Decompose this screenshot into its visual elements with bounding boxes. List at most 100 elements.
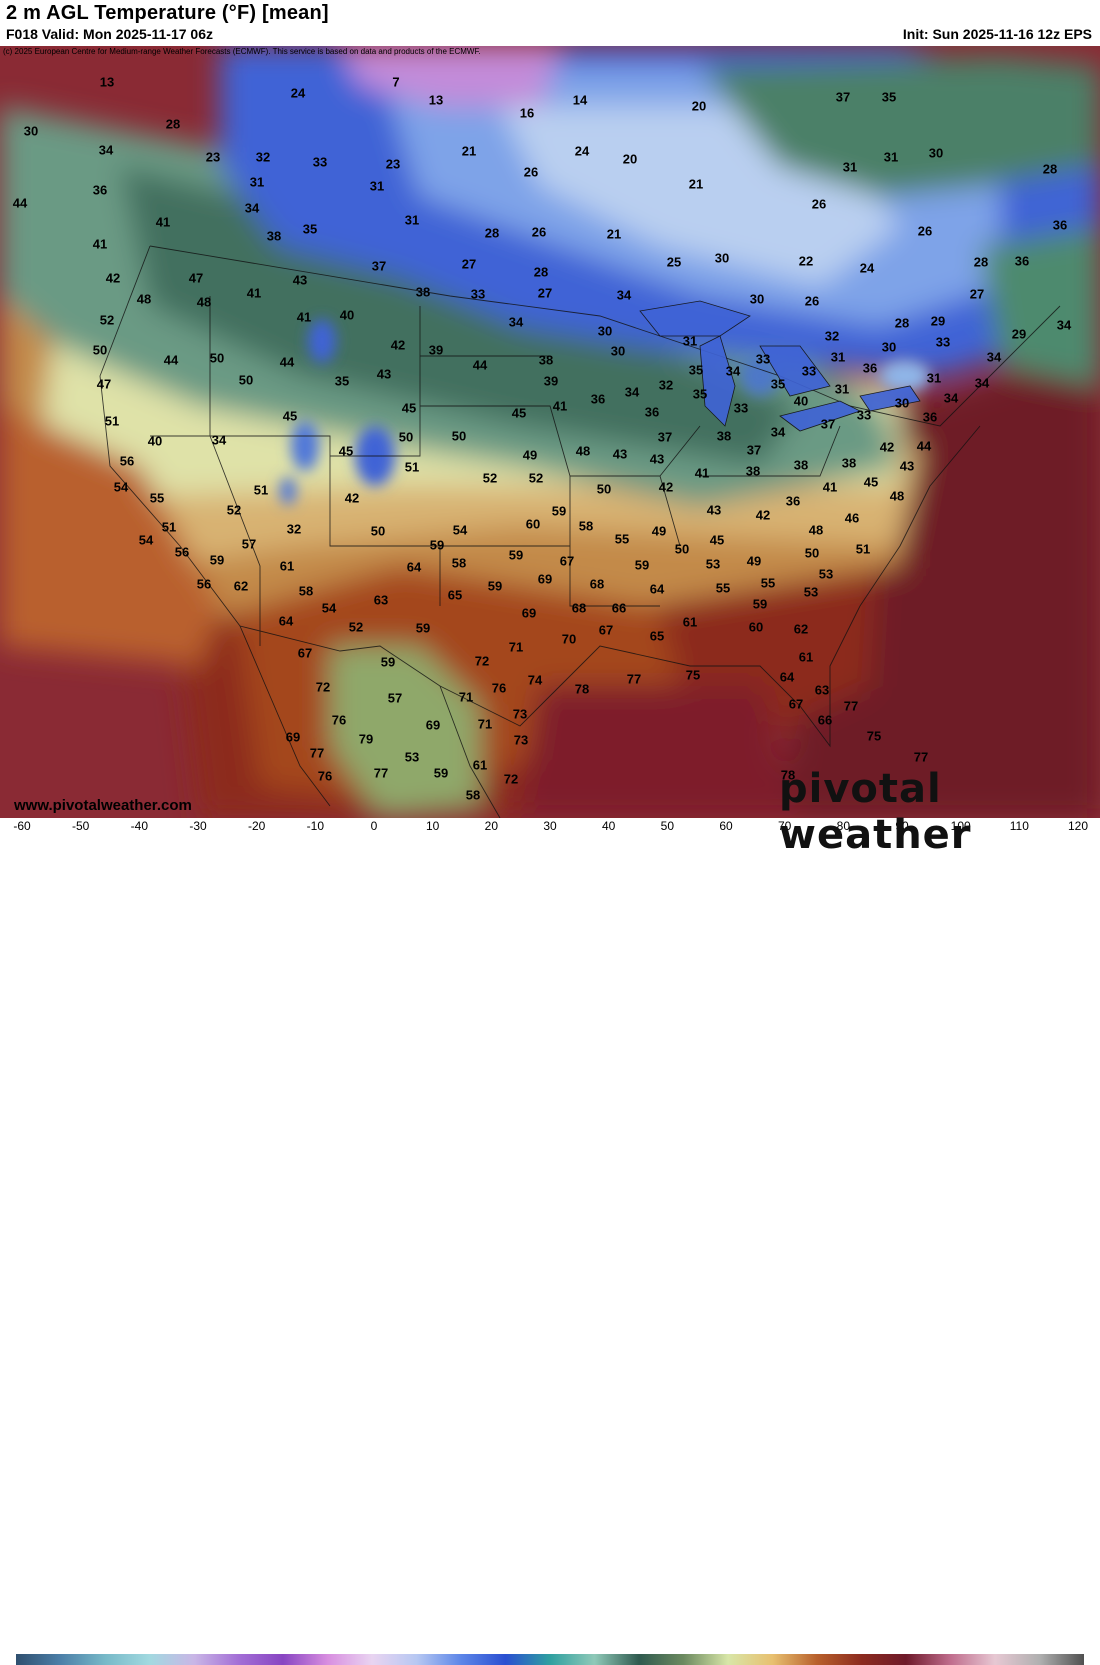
- temperature-value: 77: [913, 749, 929, 765]
- header: 2 m AGL Temperature (°F) [mean] F018 Val…: [0, 0, 1100, 46]
- colorbar-tick-label: -10: [306, 819, 324, 833]
- temperature-value: 50: [92, 342, 108, 358]
- temperature-value: 50: [238, 372, 254, 388]
- temperature-value: 41: [822, 479, 838, 495]
- temperature-value: 48: [136, 291, 152, 307]
- temperature-value: 41: [694, 465, 710, 481]
- temperature-value: 54: [321, 600, 337, 616]
- temperature-value: 36: [1014, 253, 1030, 269]
- temperature-value: 30: [881, 339, 897, 355]
- colorbar-tick-label: 100: [950, 819, 971, 833]
- temperature-value: 40: [147, 433, 163, 449]
- temperature-map[interactable]: 13 24 7 13 14 20 37 35 30 28 16 34 23 32 33 23 21 24 20 31 3…: [0, 46, 1100, 818]
- colorbar-tick-label: 110: [1009, 819, 1029, 833]
- temperature-value: 24: [290, 85, 306, 101]
- temperature-value: 34: [943, 390, 959, 406]
- temperature-value: 45: [709, 532, 725, 548]
- temperature-value: 70: [561, 631, 577, 647]
- temperature-value: 77: [843, 698, 859, 714]
- temperature-value: 45: [282, 408, 298, 424]
- temperature-value: 59: [433, 765, 449, 781]
- temperature-value: 43: [376, 366, 392, 382]
- temperature-value: 43: [292, 272, 308, 288]
- temperature-value: 29: [930, 313, 946, 329]
- temperature-value: 32: [255, 149, 271, 165]
- website-url[interactable]: www.pivotalweather.com: [14, 797, 192, 814]
- temperature-value: 7: [392, 74, 400, 90]
- temperature-value: 49: [746, 553, 762, 569]
- temperature-value: 53: [803, 584, 819, 600]
- temperature-value: 59: [209, 552, 225, 568]
- temperature-value: 37: [657, 429, 673, 445]
- temperature-value: 40: [793, 393, 809, 409]
- colorbar-tick-label: 40: [601, 819, 616, 833]
- temperature-value: 53: [404, 749, 420, 765]
- temperature-value: 37: [746, 442, 762, 458]
- temperature-value: 34: [211, 432, 227, 448]
- temperature-value: 52: [348, 619, 364, 635]
- temperature-value: 33: [470, 286, 486, 302]
- temperature-value: 31: [249, 174, 265, 190]
- temperature-value: 44: [163, 352, 179, 368]
- temperature-value: 47: [188, 270, 204, 286]
- temperature-value: 34: [624, 384, 640, 400]
- temperature-value: 36: [785, 493, 801, 509]
- colorbar-tick-label: -50: [71, 819, 90, 833]
- temperature-value: 55: [614, 531, 630, 547]
- temperature-value: 41: [246, 285, 262, 301]
- temperature-value: 37: [371, 258, 387, 274]
- temperature-value: 50: [596, 481, 612, 497]
- temperature-value: 30: [894, 395, 910, 411]
- colorbar-tick-label: 70: [777, 819, 792, 833]
- temperature-value: 45: [863, 474, 879, 490]
- temperature-value: 52: [99, 312, 115, 328]
- temperature-value: 41: [92, 236, 108, 252]
- temperature-value: 43: [612, 446, 628, 462]
- temperature-value: 34: [974, 375, 990, 391]
- temperature-value: 72: [315, 679, 331, 695]
- temperature-value: 41: [552, 398, 568, 414]
- temperature-value: 24: [859, 260, 875, 276]
- temperature-value: 24: [574, 143, 590, 159]
- temperature-value: 31: [404, 212, 420, 228]
- temperature-value: 56: [119, 453, 135, 469]
- temperature-value: 41: [155, 214, 171, 230]
- temperature-value: 36: [922, 409, 938, 425]
- temperature-value: 30: [23, 123, 39, 139]
- temperature-value: 67: [297, 645, 313, 661]
- temperature-value: 30: [610, 343, 626, 359]
- temperature-value: 56: [196, 576, 212, 592]
- temperature-value: 78: [574, 681, 590, 697]
- colorbar-tick-label: 120: [1067, 819, 1089, 833]
- temperature-value: 49: [651, 523, 667, 539]
- temperature-value: 36: [92, 182, 108, 198]
- temperature-value: 48: [575, 443, 591, 459]
- colorbar-tick-label: 60: [719, 819, 733, 833]
- temperature-value: 69: [537, 571, 553, 587]
- temperature-value: 75: [685, 667, 701, 683]
- temperature-value: 33: [935, 334, 951, 350]
- colorbar-tick-label: -30: [189, 819, 207, 833]
- colorbar-tick-label: -40: [130, 819, 148, 833]
- temperature-value: 61: [798, 649, 814, 665]
- temperature-value: 77: [626, 671, 642, 687]
- temperature-value: 39: [428, 342, 444, 358]
- temperature-value: 57: [387, 690, 403, 706]
- temperature-value: 55: [149, 490, 165, 506]
- temperature-value: 77: [309, 745, 325, 761]
- temperature-value: 38: [745, 463, 761, 479]
- temperature-value: 30: [749, 291, 765, 307]
- temperature-value: 16: [519, 105, 535, 121]
- temperature-value: 68: [589, 576, 605, 592]
- temperature-value: 62: [793, 621, 809, 637]
- temperature-value: 77: [373, 765, 389, 781]
- temperature-value: 76: [331, 712, 347, 728]
- temperature-value: 35: [688, 362, 704, 378]
- temperature-value: 71: [458, 689, 474, 705]
- temperature-value: 42: [658, 479, 674, 495]
- temperature-value: 28: [894, 315, 910, 331]
- temperature-value: 45: [401, 400, 417, 416]
- temperature-value: 34: [986, 349, 1002, 365]
- temperature-value: 13: [99, 74, 115, 90]
- temperature-value: 31: [369, 178, 385, 194]
